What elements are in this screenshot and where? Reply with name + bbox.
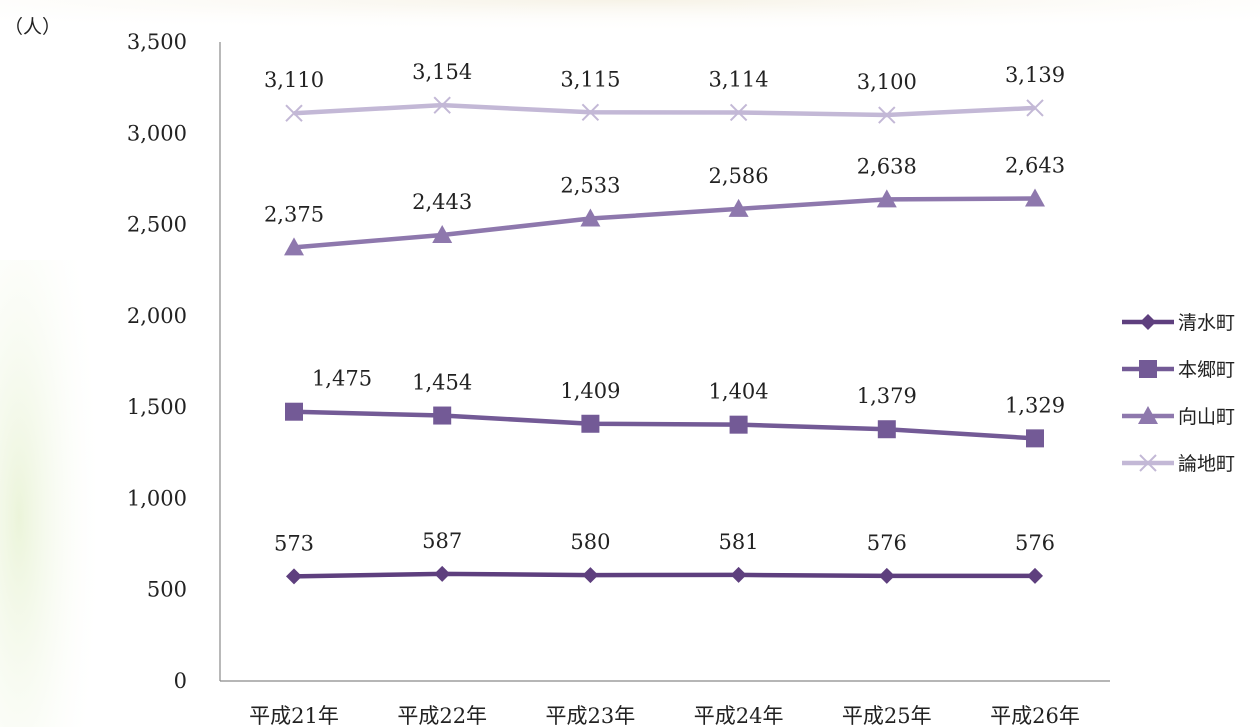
legend-marker-triangle	[1138, 406, 1158, 424]
data-label: 1,379	[857, 384, 917, 408]
data-label: 3,139	[1005, 63, 1065, 87]
data-label: 580	[570, 530, 610, 554]
data-point-x	[433, 96, 451, 114]
series-line	[293, 409, 1036, 441]
series-x	[285, 96, 1044, 124]
legend-marker-x	[1139, 454, 1157, 472]
data-point-diamond	[434, 565, 451, 582]
data-label: 2,586	[709, 164, 769, 188]
data-point-square	[729, 415, 748, 434]
data-label: 581	[719, 530, 759, 554]
data-point-diamond	[730, 566, 747, 583]
data-label: 576	[1015, 531, 1055, 555]
series-triangle	[284, 188, 1045, 256]
y-tick-label: 3,500	[127, 30, 187, 54]
y-axis-unit-label: （人）	[4, 16, 61, 38]
data-label: 3,110	[264, 68, 324, 92]
data-point-x	[729, 103, 748, 122]
data-point-diamond	[582, 567, 599, 584]
series-layer	[284, 96, 1045, 585]
legend-label: 本郷町	[1178, 359, 1235, 381]
y-tick-label: 1,500	[127, 395, 187, 419]
x-tick-label: 平成26年	[990, 704, 1080, 727]
data-label: 2,533	[560, 174, 620, 198]
legend-item: 清水町	[1122, 312, 1235, 334]
data-label: 3,100	[857, 70, 917, 94]
legend-marker-diamond	[1140, 314, 1156, 330]
y-tick-label: 0	[174, 669, 187, 693]
x-tick-label: 平成21年	[249, 704, 339, 727]
y-tick-label: 2,000	[127, 304, 187, 328]
data-point-triangle	[432, 224, 453, 243]
legend-item: 本郷町	[1122, 359, 1235, 381]
data-label: 1,329	[1005, 393, 1065, 417]
y-tick-label: 2,500	[127, 213, 187, 237]
data-label: 2,443	[412, 190, 472, 214]
x-tick-label: 平成23年	[546, 704, 636, 727]
y-tick-label: 1,000	[127, 486, 187, 510]
data-label: 587	[422, 529, 462, 553]
data-point-x	[1026, 99, 1044, 117]
data-point-triangle	[876, 189, 897, 208]
data-label: 2,643	[1005, 153, 1065, 177]
data-point-x	[878, 106, 896, 124]
data-label: 576	[867, 531, 907, 555]
data-point-x	[581, 103, 600, 121]
legend-marker-square	[1139, 360, 1157, 378]
data-point-triangle	[728, 198, 749, 217]
data-label: 2,375	[264, 202, 324, 226]
data-point-diamond	[1027, 567, 1043, 584]
series-diamond	[286, 565, 1043, 585]
data-label: 3,154	[412, 60, 472, 84]
series-line	[293, 102, 1036, 118]
data-label: 3,114	[709, 67, 769, 91]
data-label: 1,409	[560, 379, 620, 403]
data-point-square	[581, 414, 600, 433]
data-point-square	[877, 420, 896, 439]
data-point-square	[1026, 429, 1044, 448]
data-point-diamond	[878, 567, 895, 584]
data-point-diamond	[286, 568, 302, 585]
x-tick-label: 平成24年	[694, 704, 784, 727]
data-label: 1,404	[709, 380, 769, 404]
data-label: 1,454	[412, 371, 472, 395]
x-tick-label: 平成22年	[397, 704, 487, 727]
data-label: 2,638	[857, 154, 917, 178]
y-tick-label: 500	[147, 578, 187, 602]
data-label: 1,475	[312, 367, 372, 391]
data-label: 573	[274, 531, 314, 555]
series-square	[285, 402, 1044, 448]
y-axis: 0 500 1,000 1,500 2,000 2,500 3,000 3,500	[127, 30, 221, 693]
data-point-triangle	[580, 208, 601, 227]
data-labels: 573 587 580 581 576 576 1,475 1,454 1,409 1,404 1,…	[264, 60, 1065, 555]
legend-label: 清水町	[1178, 312, 1235, 334]
legend-item: 論地町	[1122, 453, 1235, 475]
data-point-square	[285, 402, 303, 421]
x-axis: 平成21年 平成22年 平成23年 平成24年 平成25年 平成26年	[220, 680, 1110, 727]
data-label: 3,115	[560, 67, 620, 91]
legend-label: 向山町	[1178, 406, 1235, 428]
data-point-triangle	[1025, 188, 1045, 207]
legend-item: 向山町	[1122, 406, 1235, 428]
data-point-square	[433, 406, 452, 425]
series-line	[293, 571, 1035, 579]
x-tick-label: 平成25年	[842, 704, 932, 727]
series-line	[293, 196, 1036, 250]
data-point-triangle	[284, 237, 304, 256]
y-tick-label: 3,000	[127, 121, 187, 145]
data-point-x	[285, 104, 303, 122]
legend-label: 論地町	[1178, 453, 1235, 475]
